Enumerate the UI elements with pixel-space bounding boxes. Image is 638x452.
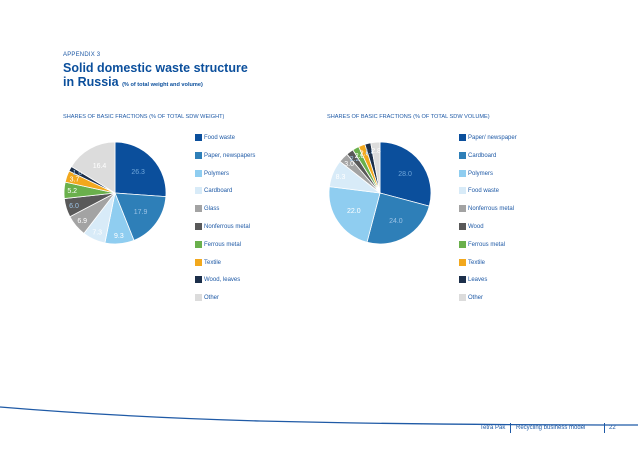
legend-swatch <box>195 258 202 266</box>
legend-label: Other <box>204 295 220 302</box>
legend-swatch <box>195 169 202 177</box>
appendix-label: APPENDIX 3 <box>63 52 101 58</box>
pie-data-label: 7.3 <box>92 229 102 236</box>
legend-label: Textile <box>468 259 486 266</box>
chart1-title: SHARES OF BASIC FRACTIONS (% OF TOTAL SD… <box>63 114 225 120</box>
pie-data-label: 22.0 <box>347 208 361 215</box>
pie-data-label: 24.0 <box>389 218 403 225</box>
legend-swatch <box>195 223 202 230</box>
footer-document-title: Recycling business model <box>516 425 586 431</box>
decorative-curve <box>0 406 638 426</box>
pie-data-label: 16.4 <box>93 163 107 170</box>
legend-label: Ferrous metal <box>468 241 506 248</box>
pie-data-label: 5.2 <box>67 188 77 195</box>
pie-data-label: 6.0 <box>69 203 79 210</box>
footer-separator <box>510 423 511 433</box>
pie-slice <box>328 186 381 243</box>
pie-slice <box>114 192 167 241</box>
pie-data-label: 2.0 <box>355 153 365 160</box>
legend-label: Polymers <box>468 170 494 177</box>
weight-pie-chart: 26.3 17.9 9.3 7.3 6.9 6.0 5.2 3.71.6 16.4 <box>63 141 167 245</box>
legend-label: Paper, newspapers <box>204 152 256 159</box>
pie-data-label: 2.0 <box>360 150 370 157</box>
pie-data-label: 2.2 <box>350 156 360 163</box>
legend-swatch <box>459 169 466 177</box>
pie-data-label: 3.7 <box>70 177 80 184</box>
pie-data-label: 28.0 <box>398 171 412 178</box>
pie-slice <box>366 192 430 245</box>
pie-data-label: 1.8 <box>365 149 375 156</box>
legend-label: Food waste <box>468 188 500 195</box>
legend-swatch <box>459 134 466 141</box>
pie-data-label: 8.3 <box>336 174 346 181</box>
legend-swatch <box>459 223 466 230</box>
pie-data-label: 3.0 <box>344 161 354 168</box>
legend-label: Ferrous metal <box>204 241 242 248</box>
legend-swatch <box>195 205 202 213</box>
footer-separator <box>604 423 605 433</box>
legend-label: Glass <box>204 206 220 213</box>
page-number: 22 <box>609 425 616 431</box>
legend-swatch <box>195 134 202 141</box>
legend-label: Paper/ newspaper <box>468 135 517 141</box>
legend-label: Cardboard <box>204 188 233 195</box>
legend-swatch <box>459 187 466 195</box>
pie-data-label: 6.9 <box>77 218 87 225</box>
pie-slice <box>114 141 167 198</box>
legend-swatch <box>195 151 202 159</box>
chart2-title: SHARES OF BASIC FRACTIONS (% OF TOTAL SD… <box>327 114 490 120</box>
legend-label: Wood <box>468 224 484 230</box>
legend-label: Other <box>468 295 484 302</box>
pie-slice <box>379 141 432 207</box>
legend-label: Leaves <box>468 277 488 284</box>
legend-label: Textile <box>204 259 222 266</box>
pie-slice <box>70 141 116 194</box>
legend-label: Polymers <box>204 170 230 177</box>
pie-data-label: 2.8 <box>371 148 381 155</box>
legend-swatch <box>459 205 466 213</box>
page-title-line1: Solid domestic waste structure <box>63 61 248 75</box>
legend-swatch <box>195 294 202 302</box>
pie-data-label: 26.3 <box>131 169 145 176</box>
legend-swatch <box>459 276 466 284</box>
page-title-line2: in Russia (% of total weight and volume) <box>63 75 203 92</box>
legend-label: Wood, leaves <box>204 277 241 284</box>
page-subtitle: (% of total weight and volume) <box>122 82 203 88</box>
legend-swatch <box>459 240 466 248</box>
legend-label: Nonferrous metal <box>204 224 251 230</box>
volume-pie-chart: 28.0 24.0 22.0 8.3 3.02.22.02.01.82.8 <box>328 141 432 245</box>
page-title-region: in Russia <box>63 75 119 89</box>
legend-swatch <box>195 240 202 248</box>
pie-data-label: 9.3 <box>114 233 124 240</box>
legend-swatch <box>459 151 466 159</box>
pie-data-label: 17.9 <box>134 209 148 216</box>
footer-brand: Tetra Pak <box>480 425 506 431</box>
legend-label: Food waste <box>204 135 236 141</box>
legend-swatch <box>195 276 202 284</box>
legend-swatch <box>459 258 466 266</box>
pie-slice <box>370 141 381 194</box>
legend-swatch <box>459 294 466 302</box>
legend-swatch <box>195 187 202 195</box>
legend-label: Cardboard <box>468 152 497 159</box>
pie-data-label: 1.6 <box>72 170 82 177</box>
legend-label: Nonferrous metal <box>468 206 515 213</box>
